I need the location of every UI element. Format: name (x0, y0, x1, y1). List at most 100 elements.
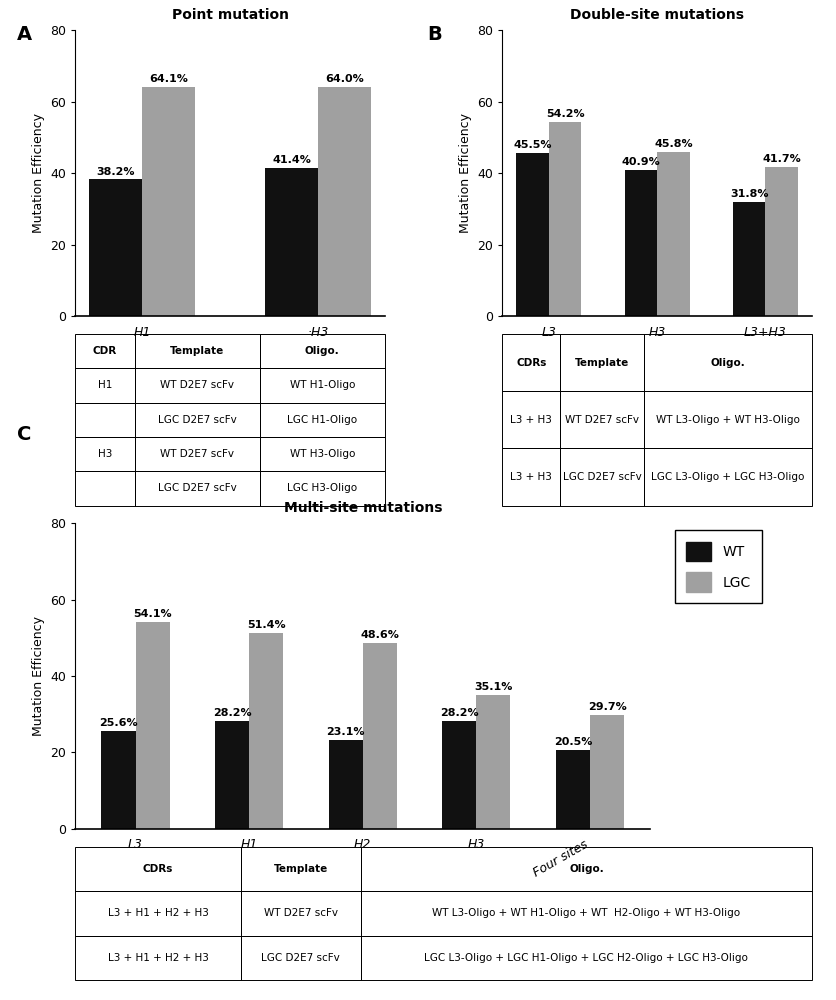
Text: LGC D2E7 scFv: LGC D2E7 scFv (563, 472, 641, 482)
Bar (764, 167, 797, 316)
Text: C: C (17, 425, 31, 444)
Text: WT D2E7 scFv: WT D2E7 scFv (160, 449, 234, 459)
Text: LGC D2E7 scFv: LGC D2E7 scFv (261, 953, 339, 963)
Bar (241, 891, 360, 936)
Bar (135, 471, 259, 506)
Text: 41.4%: 41.4% (272, 155, 311, 165)
Text: LGC H1-Oligo: LGC H1-Oligo (287, 415, 357, 425)
Bar (644, 391, 811, 448)
Bar (241, 936, 360, 980)
Bar (548, 122, 581, 316)
Bar (135, 403, 259, 437)
Text: WT H1-Oligo: WT H1-Oligo (289, 380, 354, 390)
Text: 35.1%: 35.1% (474, 682, 512, 692)
Text: WT D2E7 scFv: WT D2E7 scFv (564, 415, 639, 425)
Y-axis label: Mutation Efficiency: Mutation Efficiency (458, 113, 472, 233)
Text: 23.1%: 23.1% (326, 727, 364, 737)
Bar (215, 721, 249, 829)
Bar (75, 368, 135, 403)
Text: WT D2E7 scFv: WT D2E7 scFv (263, 908, 338, 918)
Bar (360, 847, 811, 891)
Bar (135, 368, 259, 403)
Text: 45.5%: 45.5% (512, 140, 551, 150)
Bar (656, 152, 689, 316)
Text: 40.9%: 40.9% (621, 157, 660, 167)
Text: L3 + H3: L3 + H3 (510, 472, 552, 482)
Bar (89, 179, 142, 316)
Text: LGC L3-Oligo + LGC H1-Oligo + LGC H2-Oligo + LGC H3-Oligo: LGC L3-Oligo + LGC H1-Oligo + LGC H2-Oli… (424, 953, 747, 963)
Bar (441, 721, 476, 829)
Text: 38.2%: 38.2% (96, 167, 135, 177)
Bar (732, 202, 764, 316)
Bar (624, 170, 656, 316)
Text: WT L3-Oligo + WT H3-Oligo: WT L3-Oligo + WT H3-Oligo (655, 415, 799, 425)
Text: H3: H3 (98, 449, 112, 459)
Bar (259, 334, 385, 368)
Bar (318, 87, 370, 316)
Title: Double-site mutations: Double-site mutations (569, 8, 743, 22)
Text: LGC L3-Oligo + LGC H3-Oligo: LGC L3-Oligo + LGC H3-Oligo (650, 472, 803, 482)
Bar (142, 87, 195, 316)
Text: 41.7%: 41.7% (762, 154, 800, 164)
Text: L3 + H1 + H2 + H3: L3 + H1 + H2 + H3 (108, 908, 208, 918)
Text: 31.8%: 31.8% (729, 189, 767, 199)
Text: 28.2%: 28.2% (440, 708, 478, 718)
Bar (75, 471, 135, 506)
Bar (502, 334, 560, 391)
Legend: WT, LGC: WT, LGC (675, 530, 761, 603)
Bar (75, 334, 135, 368)
Bar (502, 391, 560, 448)
Text: 48.6%: 48.6% (360, 630, 399, 640)
Title: Multi-site mutations: Multi-site mutations (283, 501, 441, 515)
Bar (259, 437, 385, 471)
Y-axis label: Mutation Efficiency: Mutation Efficiency (32, 113, 44, 233)
Y-axis label: Mutation Efficiency: Mutation Efficiency (32, 616, 44, 736)
Text: WT L3-Oligo + WT H1-Oligo + WT  H2-Oligo + WT H3-Oligo: WT L3-Oligo + WT H1-Oligo + WT H2-Oligo … (432, 908, 740, 918)
Bar (502, 448, 560, 506)
Bar (360, 936, 811, 980)
Text: L3 + H3: L3 + H3 (510, 415, 552, 425)
Text: 28.2%: 28.2% (212, 708, 251, 718)
Text: Oligo.: Oligo. (568, 864, 603, 874)
Bar (560, 334, 644, 391)
Text: 54.1%: 54.1% (133, 609, 171, 619)
Text: 20.5%: 20.5% (553, 737, 591, 747)
Bar (644, 334, 811, 391)
Bar (135, 622, 170, 829)
Bar (259, 471, 385, 506)
Text: 51.4%: 51.4% (247, 620, 285, 630)
Text: B: B (426, 25, 441, 44)
Bar (75, 847, 241, 891)
Bar (560, 448, 644, 506)
Text: 64.0%: 64.0% (324, 74, 364, 84)
Text: LGC D2E7 scFv: LGC D2E7 scFv (157, 415, 237, 425)
Bar (265, 168, 318, 316)
Bar (75, 403, 135, 437)
Bar (362, 643, 396, 829)
Text: 64.1%: 64.1% (149, 74, 188, 84)
Bar (259, 368, 385, 403)
Text: 45.8%: 45.8% (653, 139, 692, 149)
Bar (644, 448, 811, 506)
Bar (135, 437, 259, 471)
Text: L3 + H1 + H2 + H3: L3 + H1 + H2 + H3 (108, 953, 208, 963)
Text: H1: H1 (98, 380, 112, 390)
Bar (75, 936, 241, 980)
Text: CDRs: CDRs (516, 358, 546, 368)
Text: Template: Template (574, 358, 629, 368)
Bar (249, 633, 283, 829)
Title: Point mutation: Point mutation (171, 8, 288, 22)
Bar (516, 153, 548, 316)
Bar (241, 847, 360, 891)
Text: A: A (17, 25, 32, 44)
Bar (259, 403, 385, 437)
Bar (75, 891, 241, 936)
Text: CDR: CDR (93, 346, 117, 356)
Text: WT D2E7 scFv: WT D2E7 scFv (160, 380, 234, 390)
Text: Oligo.: Oligo. (710, 358, 745, 368)
Text: Template: Template (170, 346, 224, 356)
Text: Template: Template (273, 864, 328, 874)
Bar (560, 391, 644, 448)
Text: CDRs: CDRs (143, 864, 173, 874)
Bar (329, 740, 362, 829)
